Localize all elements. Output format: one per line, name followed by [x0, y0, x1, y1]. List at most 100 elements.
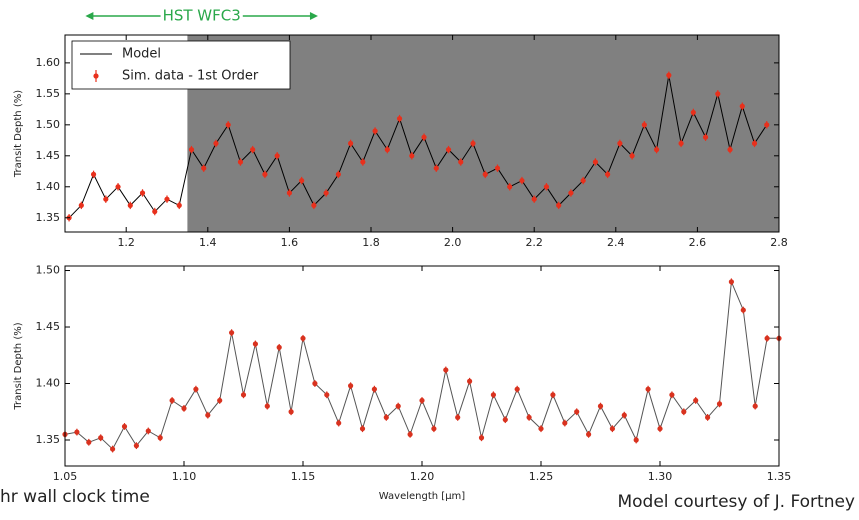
data-point — [502, 417, 508, 423]
data-point — [139, 190, 146, 196]
data-point — [383, 414, 389, 421]
data-point — [348, 140, 354, 147]
data-point — [193, 386, 199, 392]
data-point — [360, 159, 366, 165]
y-tick-label: 1.45 — [36, 320, 61, 333]
data-point — [455, 414, 461, 421]
data-point — [690, 109, 696, 116]
annotation-text: HST WFC3 — [163, 7, 241, 25]
data-point — [470, 140, 476, 147]
y-tick-label: 1.55 — [36, 87, 61, 100]
data-point — [666, 72, 672, 78]
x-tick-label: 1.35 — [767, 470, 792, 483]
data-point — [299, 177, 305, 184]
data-point — [716, 401, 723, 407]
data-point — [213, 140, 219, 147]
data-point — [433, 165, 439, 171]
data-point — [507, 184, 513, 190]
x-tick-label: 2.8 — [770, 236, 788, 249]
data-point — [225, 122, 231, 128]
data-point — [562, 420, 568, 426]
y-axis-label: Transit Depth (%) — [13, 90, 24, 178]
data-point — [705, 414, 711, 421]
x-tick-label: 1.2 — [117, 236, 135, 249]
y-tick-label: 1.35 — [36, 211, 61, 224]
data-point — [629, 153, 635, 159]
data-point — [371, 386, 377, 392]
axes-frame — [64, 265, 780, 467]
data-point — [217, 397, 223, 404]
data-point — [103, 196, 109, 202]
data-point — [74, 429, 80, 435]
y-tick-label: 1.35 — [36, 433, 61, 446]
data-point — [657, 426, 663, 432]
data-point — [90, 171, 97, 177]
data-point — [580, 177, 586, 184]
data-point — [312, 380, 318, 387]
data-point — [752, 403, 758, 409]
data-point — [467, 378, 473, 384]
data-point — [127, 202, 133, 208]
x-tick-label: 1.05 — [53, 470, 78, 483]
data-point — [152, 208, 158, 215]
data-point — [482, 171, 488, 177]
legend-label: Model — [122, 47, 161, 62]
data-point — [739, 103, 745, 109]
data-point — [617, 140, 623, 147]
data-point — [407, 431, 413, 437]
data-point — [458, 159, 464, 165]
data-point — [395, 403, 401, 409]
data-point — [176, 202, 182, 208]
data-point — [262, 171, 268, 177]
x-tick-label: 2.6 — [689, 236, 707, 249]
data-point — [115, 184, 121, 190]
data-point — [181, 405, 187, 411]
data-point — [164, 196, 170, 202]
x-tick-label: 2.0 — [444, 236, 462, 249]
data-point — [592, 159, 599, 165]
footer-right: Model courtesy of J. Fortney — [617, 492, 855, 512]
y-tick-label: 1.40 — [36, 180, 61, 193]
data-point — [431, 426, 437, 432]
data-point — [702, 134, 709, 140]
data-point — [274, 153, 280, 159]
data-point — [519, 177, 525, 184]
data-point — [145, 428, 151, 434]
data-point — [324, 392, 330, 398]
data-point — [311, 202, 317, 208]
annotation-gap — [160, 13, 243, 19]
data-point — [633, 437, 639, 443]
model-line — [64, 281, 779, 450]
data-point — [250, 147, 256, 153]
x-tick-label: 1.6 — [281, 236, 299, 249]
data-point — [727, 147, 733, 153]
data-point — [240, 392, 247, 398]
data-point — [526, 414, 532, 421]
data-point — [359, 426, 366, 432]
plot-area — [68, 75, 768, 219]
data-point — [514, 386, 520, 392]
data-point — [288, 409, 294, 415]
data-point — [421, 134, 427, 140]
x-tick-label: 1.8 — [362, 236, 380, 249]
data-point — [443, 367, 449, 373]
data-point — [609, 426, 616, 432]
data-point — [764, 335, 770, 341]
legend-label: Sim. data - 1st Order — [122, 69, 259, 84]
data-point — [300, 335, 306, 341]
data-point — [276, 344, 282, 350]
data-point — [252, 341, 258, 347]
data-point — [348, 383, 354, 389]
data-point — [98, 435, 104, 441]
data-point — [286, 190, 292, 196]
data-point — [169, 397, 175, 404]
model-line — [68, 75, 768, 219]
data-point — [764, 122, 770, 128]
data-point — [751, 140, 758, 147]
data-point — [574, 409, 580, 415]
data-point — [237, 159, 244, 165]
x-tick-label: 1.30 — [648, 470, 673, 483]
data-point — [133, 443, 139, 449]
data-point — [681, 409, 687, 415]
